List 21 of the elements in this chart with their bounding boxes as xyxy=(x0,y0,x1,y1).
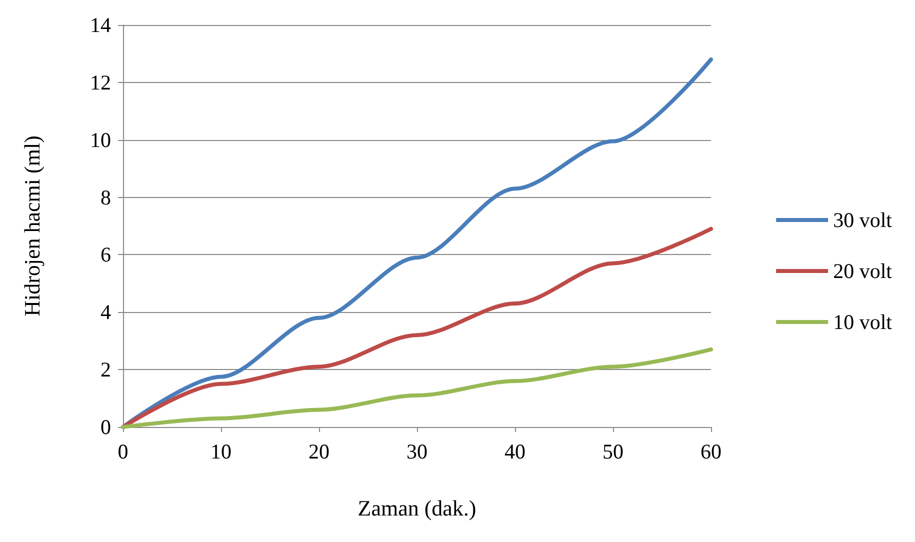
x-tick-label: 20 xyxy=(308,440,330,464)
y-tick-label: 6 xyxy=(100,242,111,267)
y-axis-title: Hidrojen hacmi (ml) xyxy=(20,136,44,316)
x-axis-title: Zaman (dak.) xyxy=(358,496,476,520)
x-tick-label: 0 xyxy=(118,440,128,464)
y-tick-label: 8 xyxy=(100,185,111,210)
y-tick-label: 2 xyxy=(100,358,111,382)
y-tick-label: 4 xyxy=(100,300,112,324)
legend-label: 20 volt xyxy=(833,259,892,283)
x-tick-label: 10 xyxy=(210,440,232,464)
y-tick-label: 10 xyxy=(90,128,111,152)
line-series xyxy=(121,347,713,429)
y-tick-label: 14 xyxy=(90,13,112,37)
x-tick-label: 40 xyxy=(504,440,526,464)
legend-label: 10 volt xyxy=(833,310,892,334)
x-tick-label: 60 xyxy=(700,440,722,464)
y-tick-label: 12 xyxy=(90,70,111,94)
x-tick-label: 30 xyxy=(406,440,428,464)
legend-label: 30 volt xyxy=(833,208,892,232)
x-tick-label: 50 xyxy=(602,440,624,464)
y-tick-label: 0 xyxy=(100,415,111,439)
